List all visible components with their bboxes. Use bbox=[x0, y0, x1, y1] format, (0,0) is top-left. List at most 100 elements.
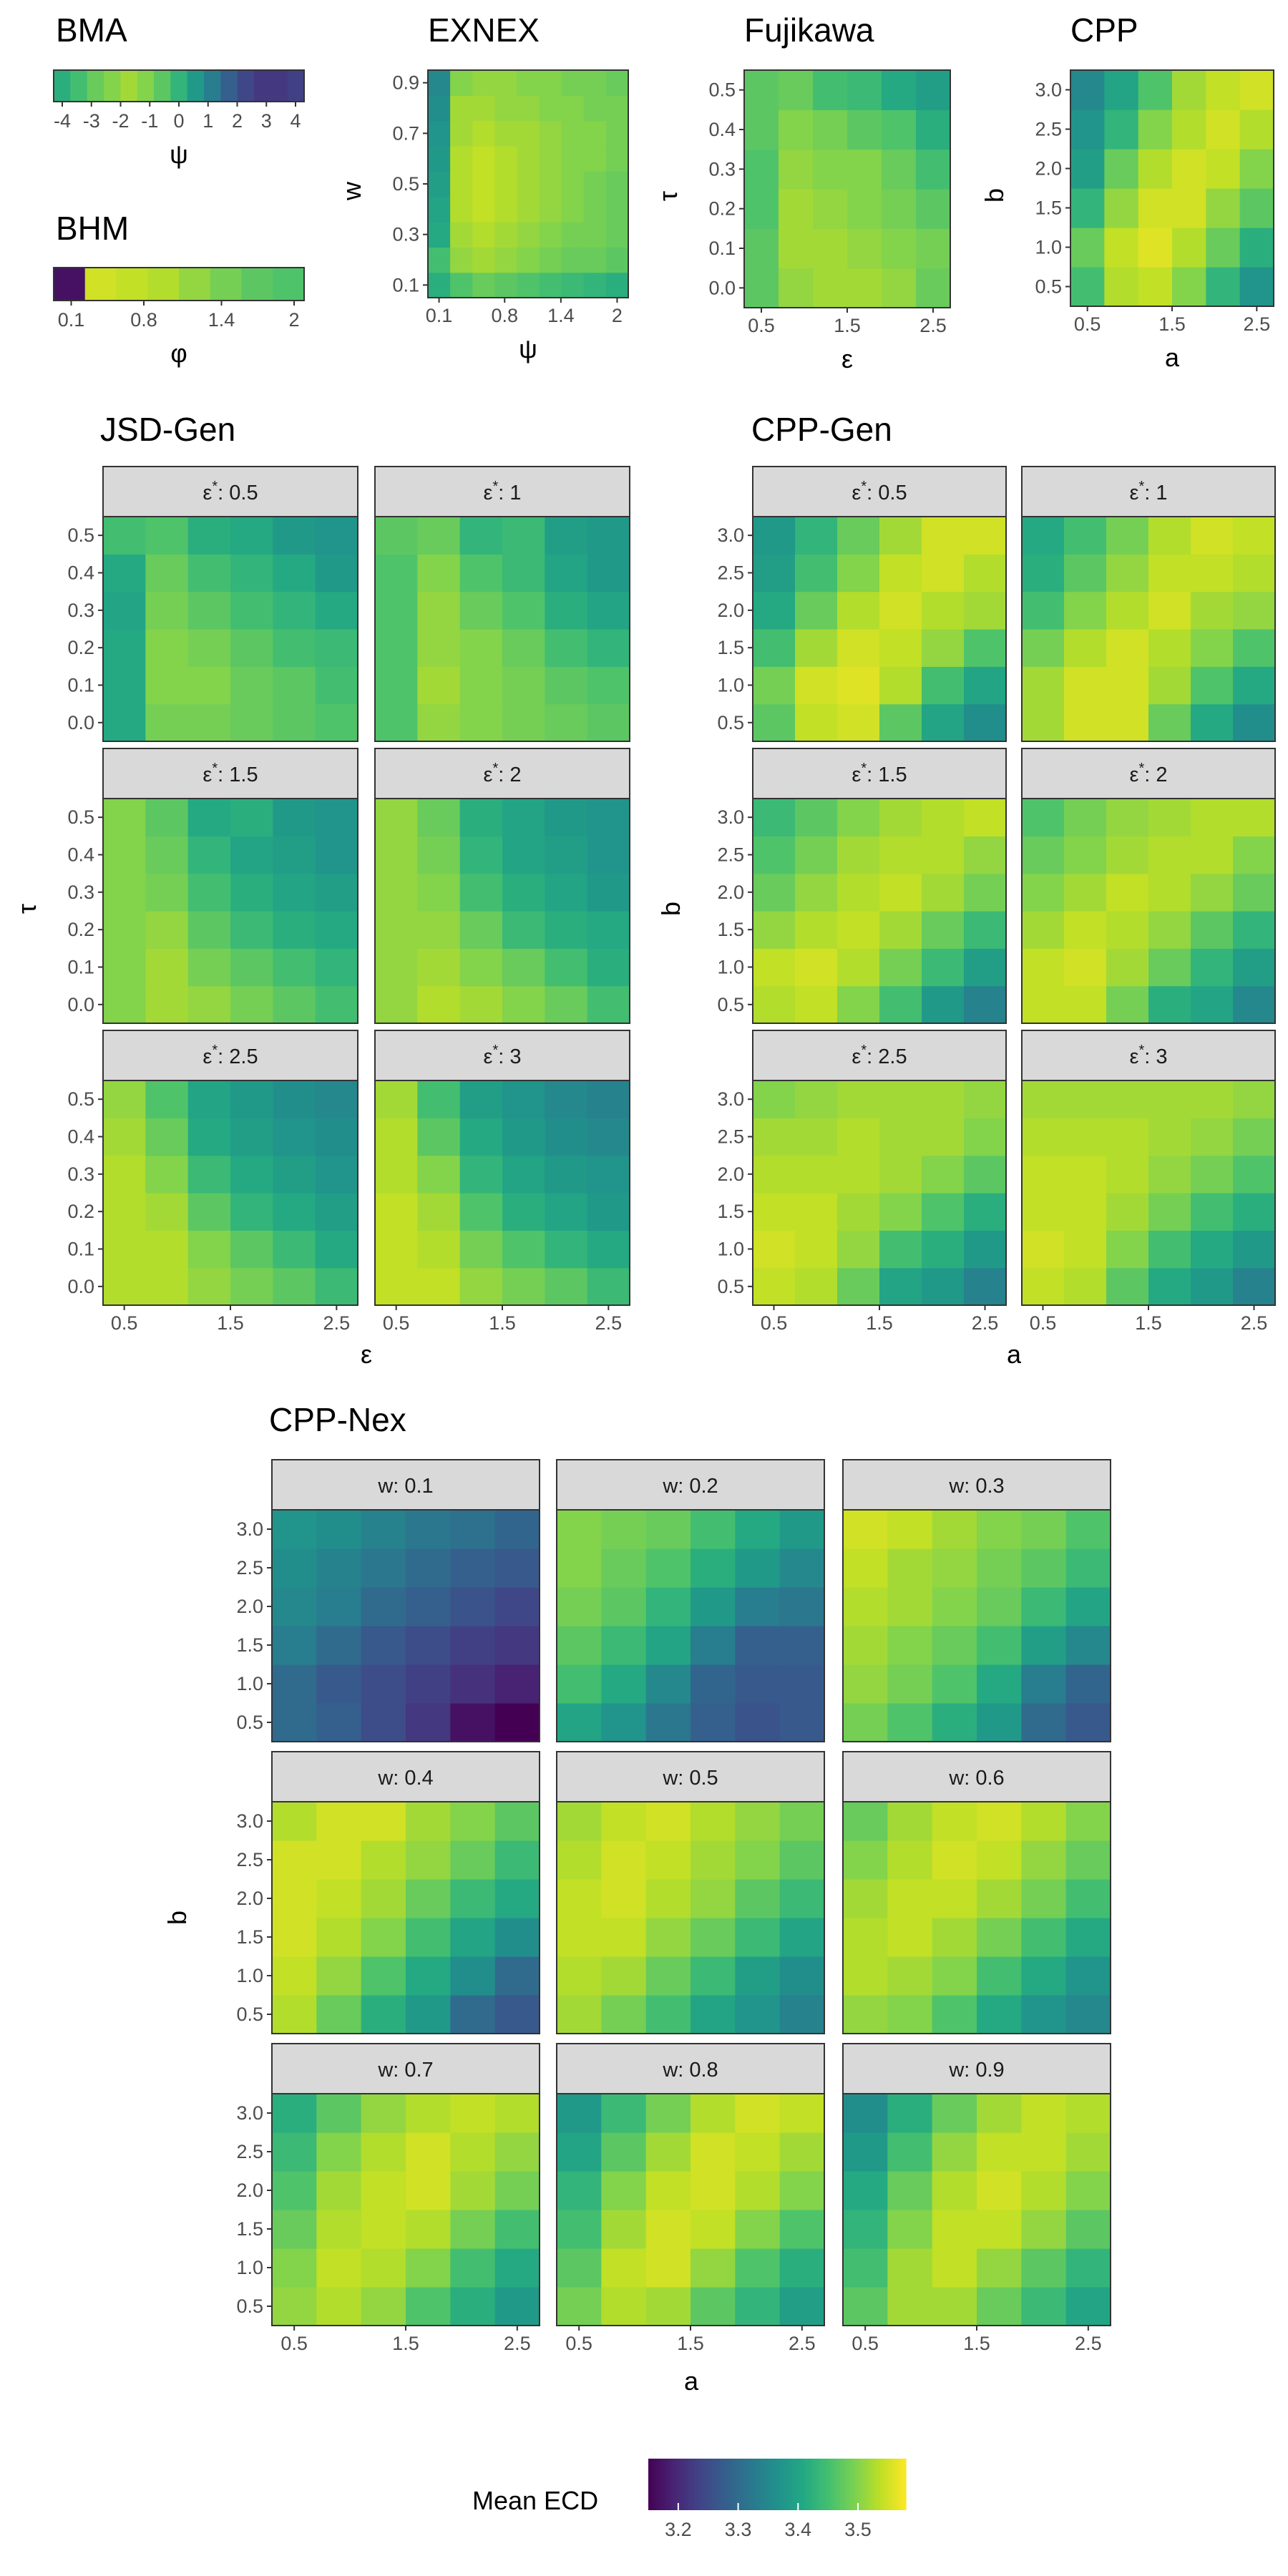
colorbar-swatch bbox=[880, 2459, 884, 2510]
cpp-nex-facet-strip-label: w: 0.9 bbox=[948, 2059, 1004, 2082]
cpp-nex-facet-cell bbox=[779, 1918, 825, 1957]
cpp-nex-facet-cell bbox=[557, 2171, 602, 2210]
jsd-gen-facet-cell bbox=[103, 1230, 146, 1269]
jsd-gen-facet-cell bbox=[375, 1267, 418, 1306]
cpp-gen-facet-cell bbox=[1191, 554, 1234, 592]
colorbar-swatch bbox=[740, 2459, 743, 2510]
cpp-gen-facet-cell bbox=[964, 1230, 1007, 1269]
jsd-gen-facet-strip-label: ε*: 1.5 bbox=[203, 761, 258, 786]
cpp-gen-ytick-label: 1.5 bbox=[717, 1201, 744, 1222]
cpp-gen-facet-cell bbox=[1106, 554, 1149, 592]
colorbar-swatch bbox=[854, 2459, 858, 2510]
cpp-gen-facet-cell bbox=[1148, 591, 1191, 630]
cpp-gen-facet-cell bbox=[964, 703, 1007, 742]
jsd-gen-facet-cell bbox=[417, 1080, 461, 1118]
cpp-nex-facet-cell bbox=[1065, 1918, 1111, 1957]
cpp-nex-facet-cell bbox=[494, 1840, 540, 1880]
cpp-nex-facet-cell bbox=[450, 2132, 496, 2172]
cpp-nex-facet-cell bbox=[1021, 1626, 1067, 1665]
cpp-cell bbox=[1239, 267, 1274, 307]
colorbar-tick-label: 3.4 bbox=[785, 2519, 812, 2540]
fujikawa-cell bbox=[744, 70, 779, 110]
jsd-gen-facet-cell bbox=[273, 985, 316, 1024]
cpp-gen-facet-cell bbox=[753, 554, 796, 592]
jsd-gen-facet-cell bbox=[545, 703, 588, 742]
cpp-nex-facet-cell bbox=[735, 1802, 781, 1841]
jsd-gen-facet-cell bbox=[587, 948, 630, 987]
cpp-gen-facet-cell bbox=[753, 873, 796, 912]
exnex-cell bbox=[428, 120, 451, 147]
colorbar-swatch bbox=[777, 2459, 781, 2510]
cpp-nex-facet-cell bbox=[779, 1626, 825, 1665]
cpp-nex-facet-cell bbox=[843, 1664, 888, 1704]
cpp-nex-facet-cell bbox=[361, 1995, 406, 2034]
colorbar-swatch bbox=[717, 2459, 721, 2510]
cpp-gen-facet-cell bbox=[1148, 517, 1191, 555]
cpp-gen-facet-cell bbox=[1022, 666, 1065, 705]
cpp-nex-facet-cell bbox=[450, 1956, 496, 1996]
exnex-cell bbox=[494, 272, 518, 298]
cpp-gen-xtick-label: 1.5 bbox=[1135, 1312, 1162, 1334]
bma-cell bbox=[204, 70, 221, 102]
jsd-gen-ytick-label: 0.1 bbox=[67, 957, 94, 978]
cpp-nex-xtick-label: 0.5 bbox=[852, 2333, 879, 2354]
cpp-nex-facet-cell bbox=[887, 1510, 933, 1549]
cpp-nex-facet-cell bbox=[1021, 1918, 1067, 1957]
colorbar-swatch bbox=[829, 2459, 832, 2510]
colorbar-swatch bbox=[746, 2459, 749, 2510]
cpp-gen-facet-cell bbox=[1064, 703, 1107, 742]
jsd-gen-ytick-label: 0.0 bbox=[67, 712, 94, 733]
cpp-nex-facet-cell bbox=[361, 1587, 406, 1626]
cpp-nex-facet-cell bbox=[601, 1703, 647, 1742]
jsd-gen-facet-cell bbox=[273, 948, 316, 987]
cpp-nex-facet-cell bbox=[691, 1995, 736, 2034]
jsd-gen-ytick-label: 0.4 bbox=[67, 1126, 94, 1148]
exnex-ytick-label: 0.3 bbox=[392, 224, 419, 245]
cpp-gen-facet-frame bbox=[752, 798, 1007, 1024]
bhm-xlabel: φ bbox=[170, 338, 187, 368]
fujikawa-xtick-label: 2.5 bbox=[919, 315, 947, 336]
cpp-cell bbox=[1070, 228, 1105, 268]
cpp-gen-facet-cell bbox=[1022, 1155, 1065, 1194]
exnex-cell bbox=[539, 70, 562, 96]
exnex-cell bbox=[472, 146, 495, 172]
exnex-cell bbox=[494, 196, 518, 223]
cpp-nex-facet-cell bbox=[1065, 1510, 1111, 1549]
cpp-nex-facet-cell bbox=[557, 1879, 602, 1918]
jsd-gen-facet-cell bbox=[103, 836, 146, 874]
cpp-gen-facet-cell bbox=[922, 1118, 965, 1156]
cpp-nex-facet-cell bbox=[645, 2210, 691, 2249]
cpp-nex-facet-cell bbox=[887, 2287, 933, 2326]
fujikawa-cell bbox=[779, 109, 814, 150]
cpp-gen-facet-cell bbox=[1233, 911, 1276, 949]
cpp-nex-facet-cell bbox=[977, 1626, 1022, 1665]
exnex-cell bbox=[583, 222, 607, 248]
cpp-cell bbox=[1206, 109, 1241, 150]
cpp-nex-facet-cell bbox=[735, 1626, 781, 1665]
cpp-nex-facet-cell bbox=[1065, 1956, 1111, 1996]
cpp-nex-facet-cell bbox=[932, 2094, 977, 2133]
cpp-nex-ytick-label: 1.0 bbox=[236, 1673, 263, 1694]
exnex-cell bbox=[539, 146, 562, 172]
cpp-gen-facet-cell bbox=[837, 836, 880, 874]
bma-tick-label: -4 bbox=[54, 110, 71, 132]
jsd-gen-xtick-label: 1.5 bbox=[217, 1312, 244, 1334]
cpp-nex-facet-cell bbox=[557, 2094, 602, 2133]
cpp-gen-facet-cell bbox=[1106, 629, 1149, 667]
jsd-gen-facet-strip-label: ε*: 2 bbox=[484, 761, 522, 786]
cpp-title: CPP bbox=[1070, 11, 1138, 49]
bma-tick-label: 4 bbox=[290, 110, 301, 132]
jsd-gen-facet-cell bbox=[103, 1155, 146, 1194]
cpp-nex-facet-cell bbox=[450, 1879, 496, 1918]
cpp-cell bbox=[1104, 109, 1139, 150]
cpp-nex-facet-cell bbox=[361, 1626, 406, 1665]
cpp-nex-facet-cell bbox=[977, 1918, 1022, 1957]
fujikawa-cell bbox=[882, 149, 917, 190]
cpp-nex-facet-cell bbox=[272, 1918, 317, 1957]
cpp-gen-facet-strip bbox=[752, 748, 1007, 799]
fujikawa-cell bbox=[847, 109, 882, 150]
cpp-gen-facet-cell bbox=[795, 836, 838, 874]
colorbar-swatch bbox=[743, 2459, 746, 2510]
cpp-nex-facet-frame bbox=[842, 1801, 1111, 2034]
cpp-ytick-label: 1.5 bbox=[1035, 197, 1062, 219]
